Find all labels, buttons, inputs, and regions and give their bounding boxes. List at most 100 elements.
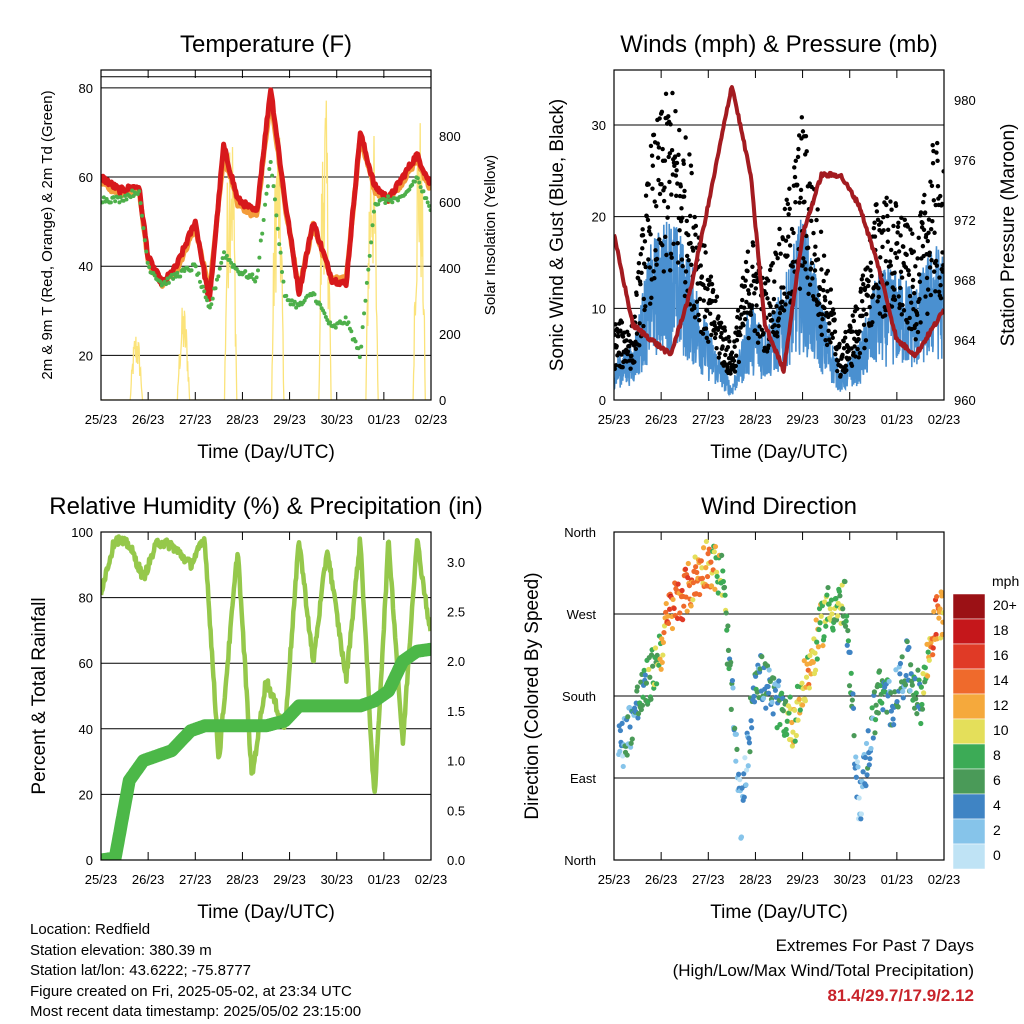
gust-point: [861, 282, 866, 287]
gust-point: [632, 359, 637, 365]
direction-point: [825, 584, 831, 591]
legend-title: mph: [992, 573, 1019, 589]
gust-point: [669, 192, 674, 197]
direction-point: [766, 667, 772, 673]
direction-point: [765, 683, 771, 690]
gust-point: [651, 269, 656, 274]
gust-point: [808, 266, 814, 271]
gust-point: [835, 368, 840, 374]
gust-point: [888, 199, 893, 204]
gust-point: [889, 247, 894, 253]
gust-point: [619, 320, 625, 325]
direction-point: [714, 573, 720, 580]
gust-point: [719, 330, 724, 336]
direction-point: [741, 771, 747, 777]
gust-point: [776, 323, 781, 329]
dewpoint-point: [145, 260, 150, 265]
dewpoint-point: [227, 257, 232, 262]
dewpoint-point: [428, 208, 431, 213]
gust-point: [797, 286, 803, 291]
gust-point: [828, 287, 834, 292]
gust-point: [871, 225, 877, 231]
gust-point: [614, 363, 619, 368]
legend-label: 14: [993, 672, 1009, 688]
gust-point: [727, 361, 732, 366]
gust-point: [849, 363, 855, 368]
gust-point: [789, 226, 795, 232]
gust-point: [883, 258, 889, 264]
direction-point: [643, 680, 650, 686]
direction-point: [712, 543, 719, 550]
gust-point: [659, 181, 664, 187]
gust-point: [667, 179, 672, 185]
gust-point: [838, 364, 844, 369]
direction-point: [728, 706, 734, 712]
gust-point: [816, 292, 821, 298]
gust-point: [893, 251, 898, 256]
gust-point: [773, 252, 779, 257]
gust-point: [673, 108, 678, 114]
gust-point: [752, 328, 758, 333]
gust-point: [684, 253, 690, 259]
direction-point: [835, 613, 841, 619]
gust-point: [934, 263, 940, 268]
dewpoint-point: [137, 189, 142, 194]
direction-point: [930, 645, 936, 651]
direction-point: [663, 609, 669, 615]
gust-point: [675, 240, 680, 246]
direction-point: [620, 763, 626, 770]
y2-tick-label: 2.0: [447, 654, 465, 669]
gust-point: [693, 232, 698, 237]
gust-point: [925, 287, 931, 292]
gust-point: [790, 259, 796, 265]
direction-point: [822, 599, 828, 605]
gust-point: [806, 245, 811, 250]
gust-point: [818, 324, 823, 329]
dewpoint-point: [272, 197, 277, 202]
gust-point: [892, 297, 898, 303]
gust-point: [616, 334, 621, 339]
gust-point: [896, 294, 901, 299]
gust-point: [775, 255, 780, 261]
dewpoint-point: [219, 260, 224, 265]
dewpoint-point: [407, 187, 412, 192]
direction-point: [764, 663, 771, 669]
gust-point: [930, 143, 935, 148]
x-tick-label: 01/23: [368, 872, 401, 887]
x-tick-label: 02/23: [415, 412, 448, 427]
gust-point: [646, 182, 651, 187]
gust-point: [840, 352, 845, 358]
y2-tick-label: 976: [954, 153, 976, 168]
gust-point: [870, 293, 876, 298]
gust-point: [827, 300, 833, 305]
gust-point: [823, 297, 828, 303]
dewpoint-point: [175, 270, 180, 275]
direction-point: [745, 763, 751, 769]
gust-point: [734, 325, 739, 330]
temp-2m-line: [101, 87, 431, 302]
gust-point: [898, 269, 904, 274]
dewpoint-point: [362, 311, 367, 316]
gust-point: [725, 365, 730, 370]
dewpoint-point: [421, 189, 426, 194]
direction-point: [757, 666, 763, 672]
gust-point: [678, 218, 684, 224]
gust-point: [688, 163, 694, 168]
x-tick-label: 26/23: [645, 872, 678, 887]
gust-point: [783, 302, 788, 307]
gust-point: [707, 311, 713, 316]
gust-point: [642, 307, 647, 313]
direction-point: [730, 685, 736, 691]
direction-point: [754, 689, 760, 695]
direction-point: [855, 764, 861, 770]
gust-point: [926, 217, 932, 222]
gust-point: [811, 230, 816, 236]
direction-point: [724, 627, 730, 633]
gust-point: [752, 291, 757, 296]
gust-point: [935, 158, 940, 163]
gust-point: [902, 217, 907, 223]
gust-point: [898, 233, 903, 238]
direction-point: [850, 691, 856, 697]
legend-swatch: [952, 668, 986, 695]
dewpoint-point: [258, 238, 263, 243]
